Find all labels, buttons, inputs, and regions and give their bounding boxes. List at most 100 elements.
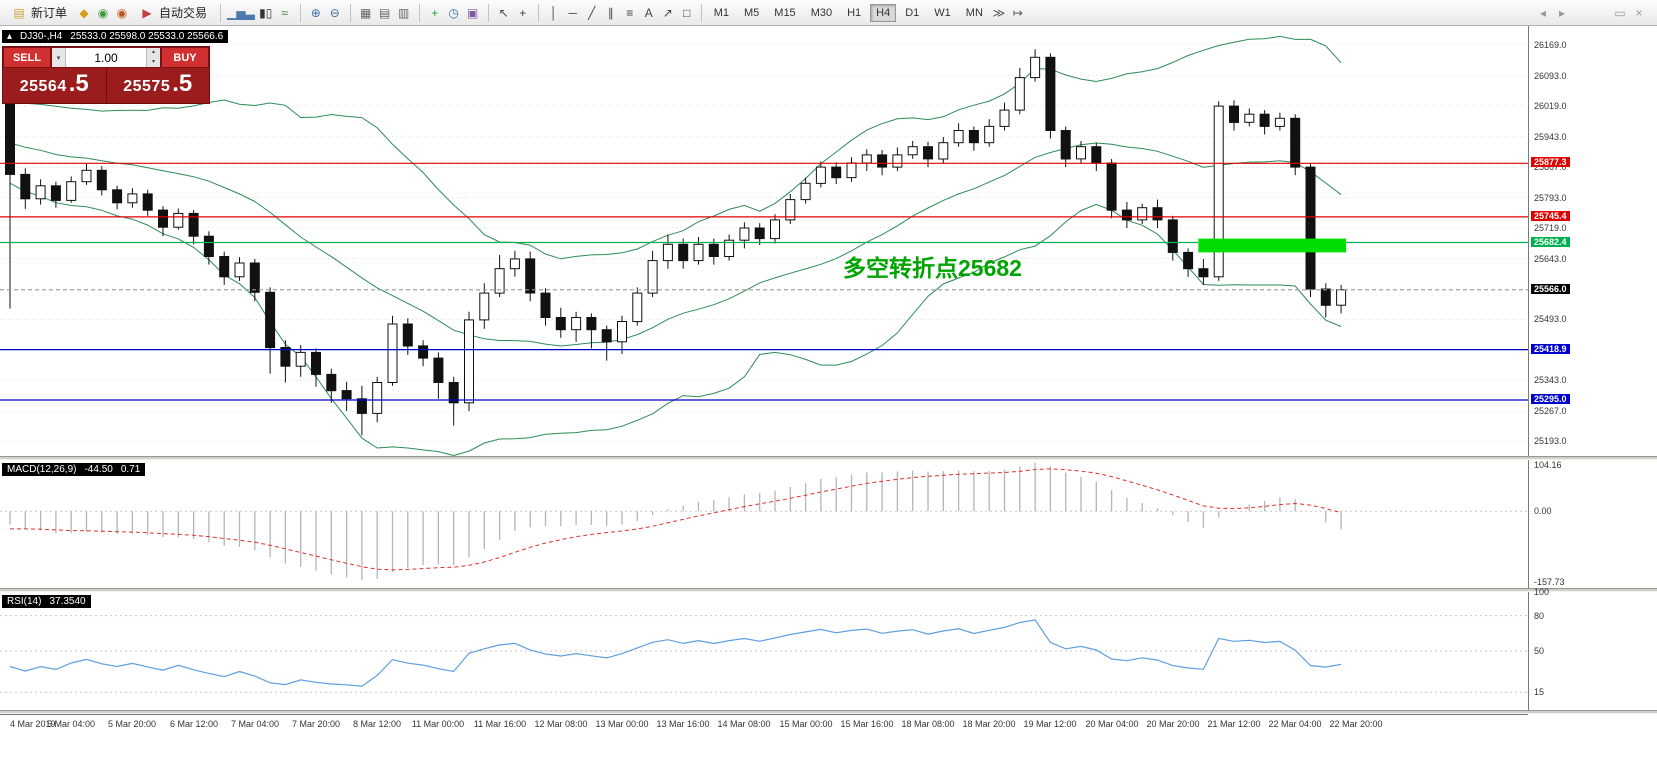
cursor-icon[interactable]: ↖ (498, 5, 509, 20)
timeframe-mn-button[interactable]: MN (965, 6, 983, 19)
toolbar-separator (220, 3, 222, 22)
arrow-icon[interactable]: ↗ (662, 5, 673, 20)
panel-divider[interactable] (0, 710, 1657, 714)
text-icon[interactable]: A (644, 5, 653, 20)
highlight-rectangle[interactable] (1198, 238, 1347, 253)
time-axis-label: 5 Mar 04:00 (46, 719, 96, 729)
buy-price[interactable]: 25575 .5 (107, 68, 210, 103)
panel-divider[interactable] (0, 588, 1657, 592)
channel-icon[interactable]: ∥ (607, 5, 614, 20)
price-axis-label: 25193.0 (1534, 436, 1567, 446)
price-chart[interactable] (0, 26, 1528, 456)
chart-annotation-text[interactable]: 多空转折点25682 (843, 255, 1022, 281)
volume-decrease-button[interactable]: ▾ (151, 58, 155, 65)
chart-nav-icons: ◂ ▸ (1535, 5, 1570, 21)
macd-axis-label: 0.00 (1534, 506, 1552, 516)
panel-divider[interactable] (0, 456, 1657, 460)
trendline-icon[interactable]: ╱ (588, 5, 596, 20)
toolbar-separator (700, 3, 702, 22)
price-axis-chip-25566.0: 25566.0 (1531, 284, 1570, 294)
price-axis-chip-25418.9: 25418.9 (1531, 344, 1570, 354)
sell-price-frac: .5 (68, 70, 89, 97)
symbol-timeframe-label: DJ30-,H4 (20, 31, 63, 42)
autotrading-button[interactable]: ▶ 自动交易 (132, 1, 214, 24)
new-order-icon: ▤ (13, 5, 25, 20)
timeframe-m5-button[interactable]: M5 (744, 6, 760, 19)
crosshair-icon[interactable]: + (519, 5, 527, 20)
restore-window-icon[interactable]: ▭ (1614, 5, 1626, 20)
shapes-icon[interactable]: □ (683, 5, 691, 20)
time-axis-label: 22 Mar 04:00 (1268, 719, 1322, 729)
bar-chart-icon[interactable]: ▁▅▃ (227, 5, 255, 20)
indicators-icon[interactable]: + (431, 5, 439, 20)
rsi-name: RSI(14) (7, 596, 42, 607)
toolbar: ▤ 新订单 ◆ ◉ ◉ ▶ 自动交易 ▁▅▃ ▮▯ ≈ ⊕ ⊖ ▦ ▤ ▥ + ◷ ▣ ↖ + │ ─ ╱ ∥ ≡ A ↗… (0, 0, 1657, 26)
toolbar-icon-groups: ▁▅▃ ▮▯ ≈ ⊕ ⊖ ▦ ▤ ▥ + ◷ ▣ ↖ + │ ─ ╱ ∥ ≡ A ↗ □ (227, 3, 695, 22)
new-chart-icon[interactable]: ▤ (379, 5, 391, 20)
line-chart-icon[interactable]: ≈ (281, 5, 289, 20)
fibonacci-icon[interactable]: ≡ (626, 5, 634, 20)
window-control-icons: ▭ × (1612, 5, 1647, 21)
time-axis-label: 7 Mar 04:00 (230, 719, 280, 729)
time-axis-label: 21 Mar 12:00 (1207, 719, 1261, 729)
macd-axis-label: 104.16 (1534, 460, 1562, 470)
macd-axis: 104.16 0.00 -157.73 (1528, 460, 1657, 588)
macd-value: -44.50 (84, 464, 113, 475)
zoom-in-icon[interactable]: ⊕ (310, 5, 321, 20)
timeframe-m30-button[interactable]: M30 (810, 6, 833, 19)
timeframe-m1-button[interactable]: M1 (713, 6, 729, 19)
sell-button[interactable]: SELL (3, 47, 51, 68)
new-order-button[interactable]: ▤ 新订单 (4, 1, 74, 24)
timeframe-w1-button[interactable]: W1 (934, 6, 951, 19)
macd-panel[interactable] (0, 460, 1528, 588)
timeframe-h1-button[interactable]: H1 (847, 6, 862, 19)
toolbar-separator (487, 3, 489, 22)
price-axis-label: 25867.0 (1534, 162, 1567, 172)
buy-price-main: 25575 (123, 78, 171, 95)
time-axis-label: 13 Mar 00:00 (595, 719, 649, 729)
periods-icon[interactable]: ◷ (448, 5, 459, 20)
deposit-funds-icon[interactable]: ◆ (79, 5, 89, 20)
timeframe-h4-button[interactable]: H4 (870, 3, 897, 22)
previous-chart-icon[interactable]: ◂ (1539, 5, 1547, 20)
price-axis-chip-25877.3: 25877.3 (1531, 157, 1570, 167)
vertical-line-icon[interactable]: │ (549, 5, 558, 20)
time-axis-label: 7 Mar 20:00 (291, 719, 341, 729)
help-icon[interactable]: ◉ (97, 5, 109, 20)
sell-price[interactable]: 25564 .5 (3, 68, 107, 103)
timeframe-d1-button[interactable]: D1 (905, 6, 920, 19)
rsi-axis-label: 15 (1534, 687, 1545, 697)
time-axis[interactable]: 4 Mar 2019 5 Mar 04:00 5 Mar 20:00 6 Mar 12… (0, 714, 1528, 735)
rsi-axis-label: 100 (1534, 587, 1550, 597)
time-axis-label: 11 Mar 00:00 (411, 719, 465, 729)
close-window-icon[interactable]: × (1635, 5, 1643, 20)
profiles-icon[interactable]: ▥ (398, 5, 410, 20)
volume-control: ▾ ▴ ▾ (51, 47, 161, 68)
volume-dropdown-button[interactable]: ▾ (52, 48, 66, 67)
community-icon[interactable]: ◉ (116, 5, 128, 20)
auto-scroll-icon[interactable]: ≫ (992, 5, 1006, 20)
buy-button[interactable]: BUY (161, 47, 209, 68)
rsi-panel[interactable] (0, 592, 1528, 710)
volume-input[interactable] (66, 48, 146, 67)
quick-access-icons: ◆ ◉ ◉ (76, 5, 130, 21)
buy-price-frac: .5 (172, 70, 193, 97)
zoom-out-icon[interactable]: ⊖ (329, 5, 340, 20)
next-chart-icon[interactable]: ▸ (1558, 5, 1566, 20)
time-axis-label: 22 Mar 20:00 (1329, 719, 1383, 729)
rsi-axis-label: 50 (1534, 646, 1545, 656)
tile-windows-icon[interactable]: ▦ (360, 5, 372, 20)
templates-icon[interactable]: ▣ (467, 5, 479, 20)
symbol-expand-icon[interactable]: ▴ (7, 31, 13, 42)
candlestick-chart-icon[interactable]: ▮▯ (259, 5, 273, 20)
timeframe-m15-button[interactable]: M15 (774, 6, 796, 19)
macd-signal-value: 0.71 (120, 464, 141, 475)
horizontal-line-icon[interactable]: ─ (568, 5, 577, 20)
price-axis-chip-25745.4: 25745.4 (1531, 211, 1570, 221)
chart-shift-icon[interactable]: ↦ (1012, 5, 1023, 20)
ohlc-values: 25533.0 25598.0 25533.0 25566.6 (70, 31, 224, 42)
volume-increase-button[interactable]: ▴ (151, 49, 155, 55)
time-axis-label: 18 Mar 20:00 (962, 719, 1016, 729)
time-axis-label: 14 Mar 08:00 (717, 719, 771, 729)
sell-price-main: 25564 (19, 78, 67, 95)
